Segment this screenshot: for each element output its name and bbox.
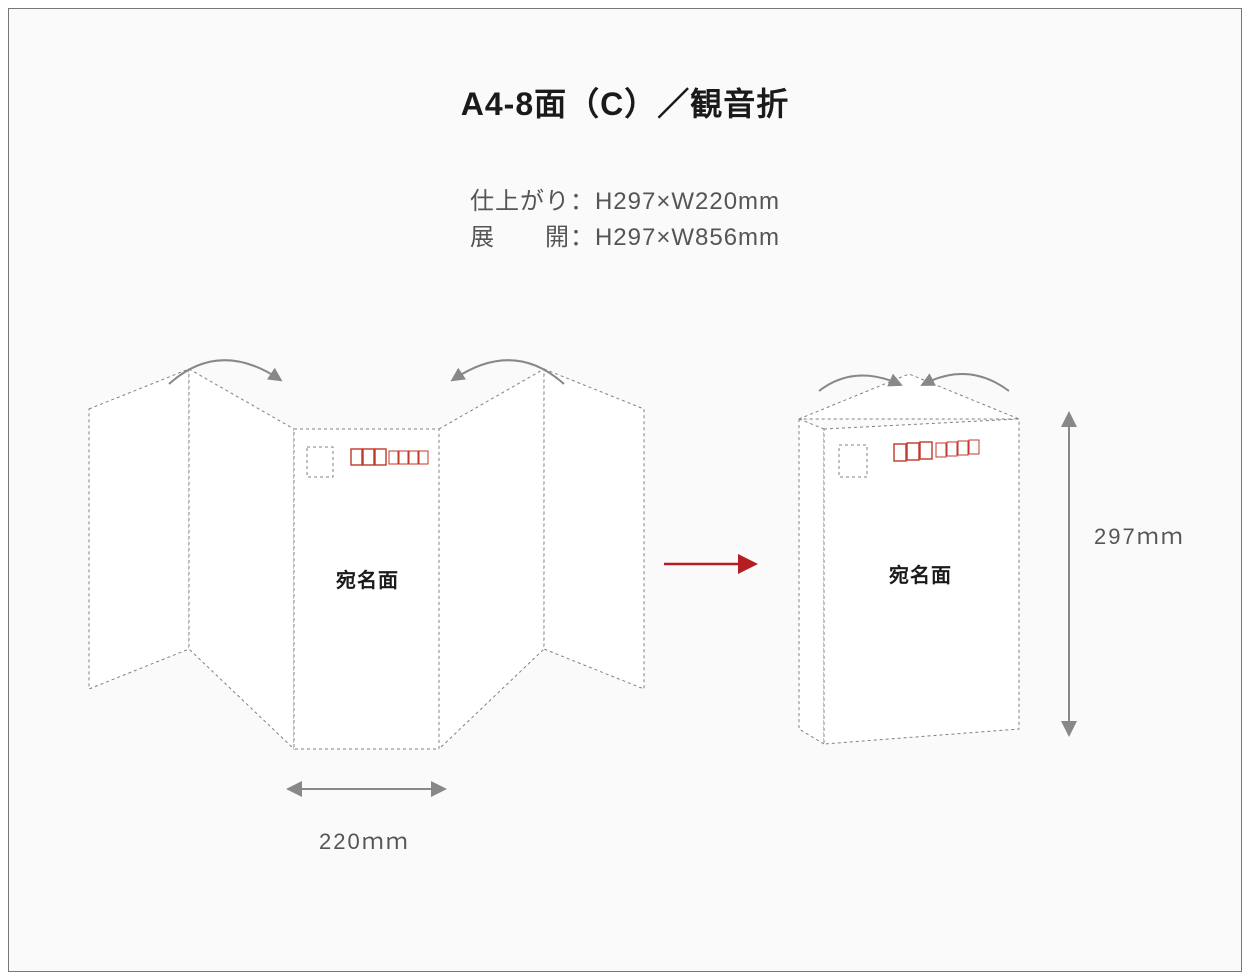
address-panel-label-left: 宛名面	[336, 564, 399, 593]
folded-top-flap	[799, 374, 1019, 419]
right-inner-panel	[439, 369, 544, 749]
left-outer-panel	[89, 369, 189, 689]
address-panel-label-right: 宛名面	[889, 559, 952, 588]
height-dimension-label: 297ｍｍ	[1094, 519, 1185, 551]
diagram-frame: A4-8面（C）／観音折 仕上がり：H297×W220mm 展 開：H297×W…	[8, 8, 1242, 972]
right-outer-panel	[544, 369, 644, 689]
left-inner-panel	[189, 369, 294, 749]
fold-diagram-svg	[9, 9, 1241, 971]
folded-left-sliver	[799, 419, 824, 744]
width-dimension-label: 220ｍｍ	[319, 824, 410, 856]
